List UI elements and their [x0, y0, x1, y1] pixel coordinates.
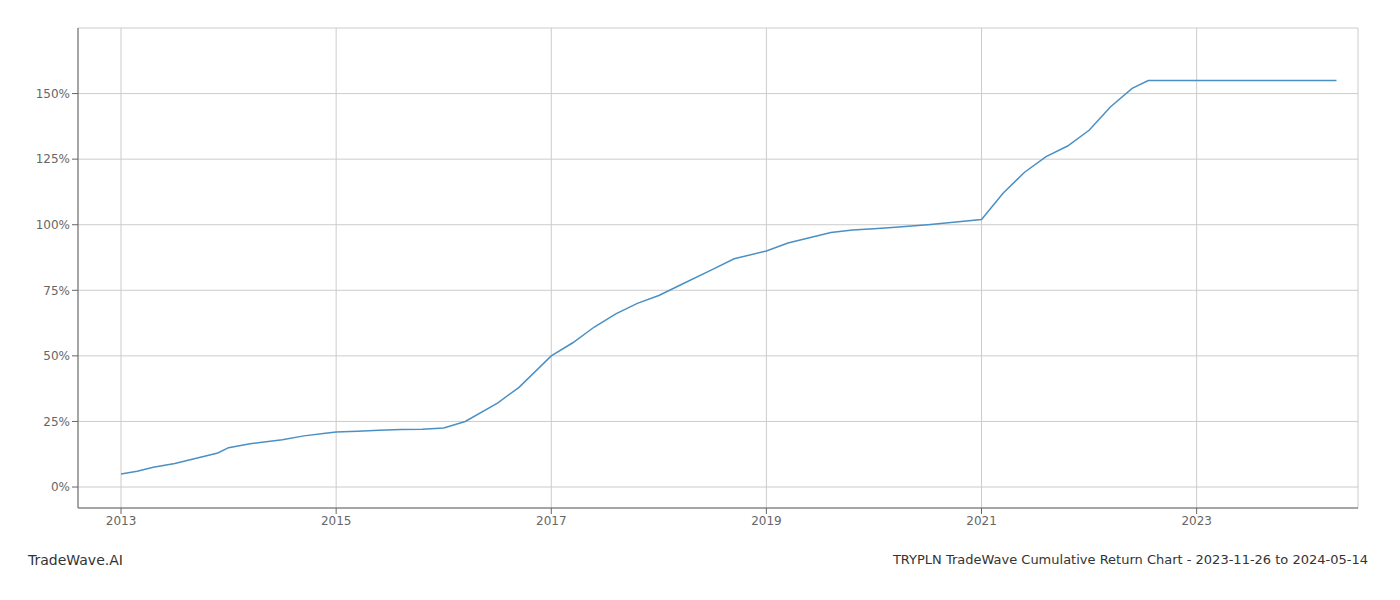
svg-text:2023: 2023 — [1181, 514, 1212, 528]
svg-text:125%: 125% — [36, 152, 70, 166]
svg-text:2021: 2021 — [966, 514, 997, 528]
html-text:TRYPLN TradeWave Cumulative Re: TRYPLN TradeWave Cumulative Return Chart… — [892, 552, 1368, 567]
svg-text:2015: 2015 — [321, 514, 352, 528]
svg-text:0%: 0% — [51, 480, 70, 494]
svg-text:2019: 2019 — [751, 514, 782, 528]
svg-text:2013: 2013 — [106, 514, 137, 528]
svg-text:25%: 25% — [43, 415, 70, 429]
svg-text:75%: 75% — [43, 284, 70, 298]
svg-text:100%: 100% — [36, 218, 70, 232]
svg-text:50%: 50% — [43, 349, 70, 363]
html-text:TradeWave.AI: TradeWave.AI — [28, 552, 123, 568]
svg-text:150%: 150% — [36, 87, 70, 101]
svg-text:2017: 2017 — [536, 514, 567, 528]
